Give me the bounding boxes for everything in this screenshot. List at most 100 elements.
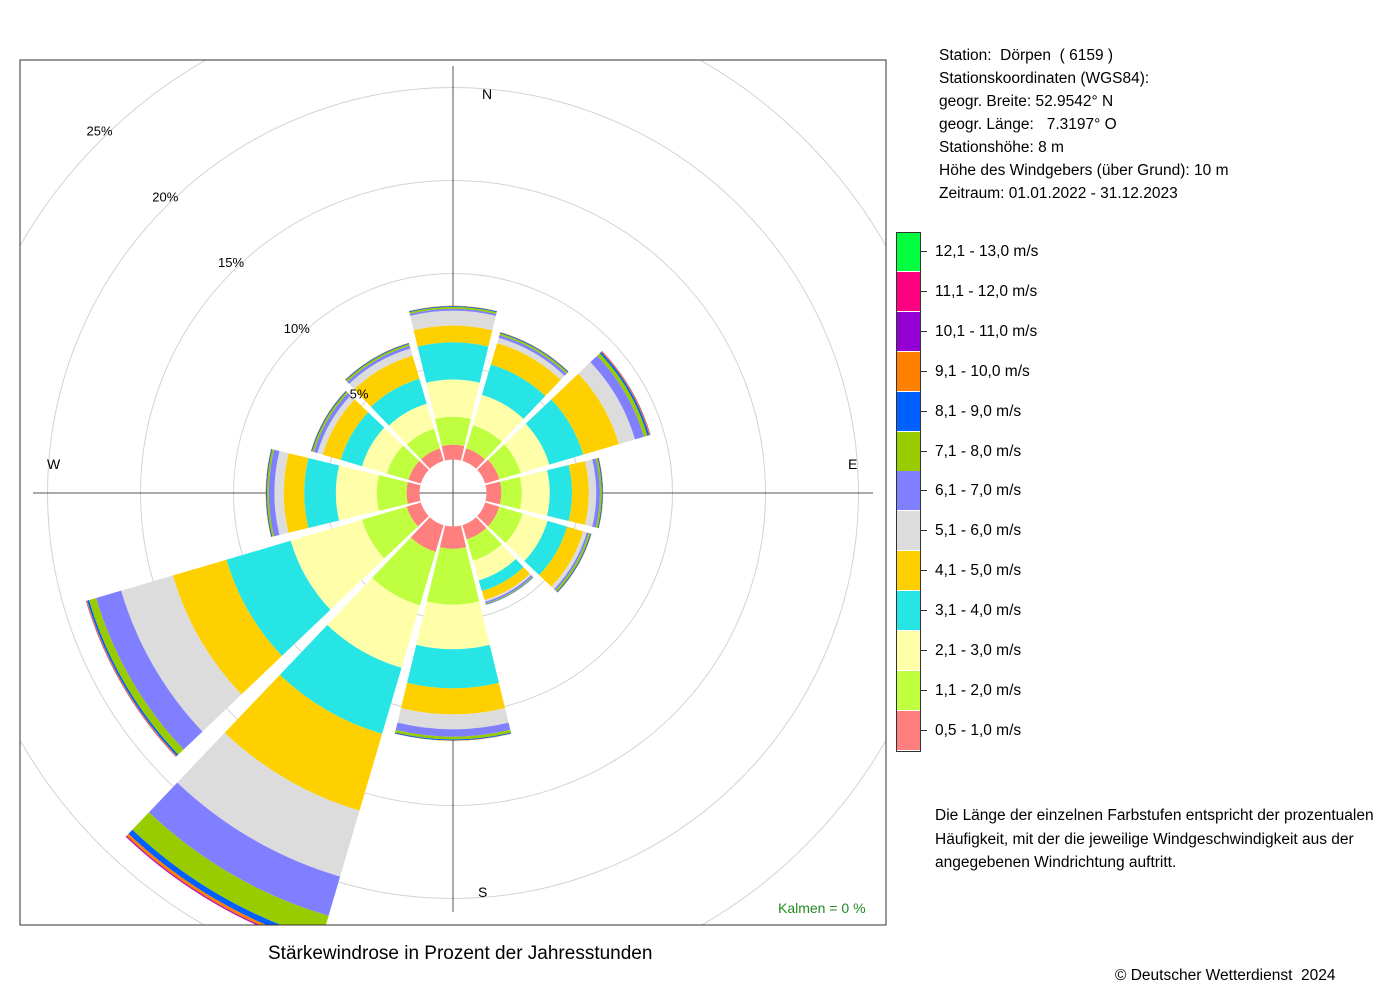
- petal-segment-w-class-1: [406, 482, 421, 504]
- station-longitude: geogr. Länge: 7.3197° O: [939, 116, 1117, 133]
- petal-segment-e-class-1: [485, 481, 502, 505]
- petal-segment-n-class-8: [409, 307, 497, 315]
- time-period: Zeitraum: 01.01.2022 - 31.12.2023: [939, 185, 1178, 202]
- radial-tick-label-20: 20%: [152, 189, 178, 204]
- radial-tick-labels: 5% 10% 15% 20% 25%: [87, 124, 369, 402]
- anemometer-height: Höhe des Windgebers (über Grund): 10 m: [939, 162, 1229, 179]
- petal-segment-ese-class-2: [488, 506, 523, 544]
- legend-item: 8,1 - 9,0 m/s: [896, 391, 1096, 432]
- petal-segment-w-class-4: [304, 458, 340, 528]
- legend-swatch: [896, 710, 921, 750]
- petal-segment-ssw-class-5: [224, 674, 383, 811]
- legend-tick: [920, 370, 927, 372]
- petal-segment-wsw-class-1: [406, 502, 429, 527]
- petal-segment-n-class-5: [413, 325, 493, 347]
- legend-label: 5,1 - 6,0 m/s: [935, 522, 1022, 540]
- legend-item: 7,1 - 8,0 m/s: [896, 431, 1096, 472]
- petal-segment-wsw-class-7: [96, 590, 203, 750]
- station-info: Station: Dörpen ( 6159 ) Stationskoordin…: [939, 44, 1228, 205]
- petal-segment-w-class-8: [267, 449, 275, 537]
- petal-segment-ese-class-3: [505, 513, 548, 561]
- copyright: © Deutscher Wetterdienst 2024: [1115, 967, 1336, 984]
- legend-item: 10,1 - 11,0 m/s: [896, 311, 1096, 352]
- petal-segment-nne-class-5: [490, 343, 561, 397]
- legend-swatch: [896, 631, 921, 670]
- legend-swatch: [896, 271, 921, 311]
- petal-segment-wnw-class-2: [386, 445, 420, 480]
- wind-petals: [85, 305, 651, 925]
- legend-swatch: [896, 670, 921, 710]
- petal-segment-wsw-class-8: [89, 598, 184, 755]
- petal-segment-nne-class-3: [472, 394, 524, 442]
- petal-segment-wsw-class-4: [226, 540, 331, 656]
- petal-segment-wsw-class-2: [362, 506, 418, 559]
- legend-item: 9,1 - 10,0 m/s: [896, 351, 1096, 392]
- explanation-note: Die Länge der einzelnen Farbstufen entsp…: [935, 804, 1374, 875]
- legend-item: 0,5 - 1,0 m/s: [896, 710, 1096, 751]
- note-line-1: Die Länge der einzelnen Farbstufen entsp…: [935, 807, 1374, 824]
- legend-tick: [920, 450, 927, 452]
- petal-segment-s-class-9: [394, 732, 512, 741]
- legend-tick: [920, 410, 927, 412]
- petal-segment-wnw-class-5: [322, 399, 369, 460]
- legend-label: 12,1 - 13,0 m/s: [935, 243, 1039, 260]
- petal-segment-ene-class-3: [504, 423, 550, 474]
- plot-frame: [19, 59, 887, 926]
- legend-tick: [920, 729, 927, 731]
- compass-label-n: N: [482, 86, 492, 102]
- petal-segment-n-class-6: [410, 310, 496, 331]
- petal-segment-sse-class-5: [481, 567, 530, 601]
- petal-segment-sse-class-1: [462, 517, 487, 540]
- petal-segment-ene-class-8: [597, 353, 648, 437]
- petal-segment-nnw-class-6: [349, 348, 413, 390]
- legend-label: 6,1 - 7,0 m/s: [935, 482, 1022, 500]
- petal-segment-s-class-6: [397, 708, 509, 730]
- legend-item: 4,1 - 5,0 m/s: [896, 551, 1096, 591]
- petal-segment-wnw-class-4: [340, 412, 385, 467]
- legend-swatch: [896, 591, 921, 631]
- petal-segment-ene-class-2: [488, 444, 521, 480]
- legend-label: 8,1 - 9,0 m/s: [935, 402, 1022, 420]
- petal-segment-ene-class-1: [477, 459, 500, 484]
- petal-segment-ssw-class-7: [149, 782, 341, 916]
- petal-segment-nnw-class-4: [370, 378, 427, 426]
- legend-item: 11,1 - 12,0 m/s: [896, 271, 1096, 312]
- legend-tick: [920, 490, 927, 492]
- petal-segment-nne-class-7: [498, 335, 567, 376]
- note-line-3: angegebenen Windrichtung auftritt.: [935, 854, 1177, 871]
- petal-segment-sse-class-7: [485, 575, 533, 604]
- legend-swatch: [896, 471, 921, 511]
- petal-segment-e-class-7: [592, 458, 600, 528]
- legend-item: 3,1 - 4,0 m/s: [896, 591, 1096, 631]
- legend-tick: [920, 530, 927, 532]
- grid-circles: [20, 60, 886, 925]
- legend-tick: [920, 290, 927, 292]
- petal-segment-ssw-class-8: [132, 812, 329, 925]
- petal-segment-nnw-class-8: [345, 344, 410, 382]
- petal-segment-e-class-3: [519, 470, 550, 516]
- petal-segment-ese-class-6: [551, 531, 587, 590]
- compass-label-s: S: [478, 884, 487, 900]
- petal-segment-e-class-6: [584, 459, 597, 527]
- petal-segment-nne-class-6: [497, 337, 565, 380]
- legend-label: 11,1 - 12,0 m/s: [935, 282, 1038, 300]
- petal-segment-e-class-9: [597, 457, 603, 529]
- petal-segment-ene-class-5: [551, 373, 619, 455]
- legend-tick: [920, 650, 927, 651]
- petal-segment-n-class-2: [435, 416, 471, 446]
- petal-segment-s-class-1: [439, 525, 467, 549]
- petal-segment-nne-class-2: [466, 425, 502, 460]
- legend-item: 5,1 - 6,0 m/s: [896, 511, 1096, 551]
- legend-item: 1,1 - 2,0 m/s: [896, 670, 1096, 711]
- petal-segment-wsw-class-3: [290, 519, 385, 610]
- petal-segment-nnw-class-2: [406, 428, 440, 460]
- petal-segment-ssw-class-4: [279, 625, 402, 734]
- petal-segment-ese-class-7: [554, 532, 589, 591]
- compass-label-w: W: [47, 456, 61, 472]
- radial-tick-label-15: 15%: [218, 255, 244, 270]
- petal-segment-s-class-8: [395, 729, 511, 740]
- chart-caption: Stärkewindrose in Prozent der Jahresstun…: [268, 943, 653, 964]
- petal-segment-nne-class-4: [481, 364, 546, 419]
- petal-segment-ese-class-1: [477, 502, 500, 527]
- petal-segment-ene-class-6: [578, 362, 635, 445]
